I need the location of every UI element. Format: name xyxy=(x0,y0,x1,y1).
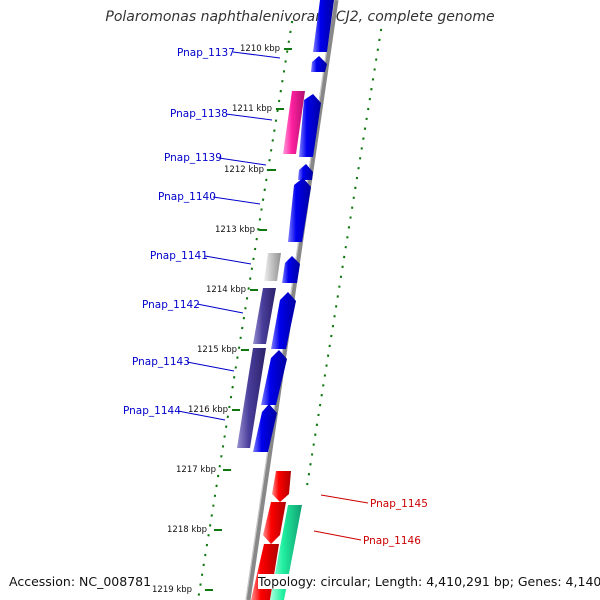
gene-label-pnap-1142[interactable]: Pnap_1142 xyxy=(142,299,200,311)
gene-label-pnap-1138[interactable]: Pnap_1138 xyxy=(170,108,228,120)
cog-feature-pnap-1141[interactable] xyxy=(264,253,281,281)
gene-label-pnap-1141[interactable]: Pnap_1141 xyxy=(150,250,208,262)
map-title: Polaromonas naphthalenivorans CJ2, compl… xyxy=(105,9,495,25)
gene-label-pnap-1146[interactable]: Pnap_1146 xyxy=(363,535,421,547)
tick-label: 1211 kbp xyxy=(232,104,272,114)
cog-feature-pnap-1143-1144[interactable] xyxy=(237,348,266,448)
gene-label-pnap-1145[interactable]: Pnap_1145 xyxy=(370,498,428,510)
tick-labels: 1210 kbp 1211 kbp 1212 kbp 1213 kbp 1214… xyxy=(152,44,280,595)
outer-dotted-ring xyxy=(306,28,383,486)
label-leader-line xyxy=(225,113,273,121)
tick-label: 1213 kbp xyxy=(215,225,255,235)
tick-label: 1215 kbp xyxy=(197,345,237,355)
inner-dotted-ring xyxy=(197,20,294,596)
accession-label: Accession: NC_008781 xyxy=(9,574,152,589)
gene-label-pnap-1137[interactable]: Pnap_1137 xyxy=(177,47,235,59)
cds-arrow-pnap-1144[interactable] xyxy=(253,404,277,452)
tick-label: 1218 kbp xyxy=(167,525,207,535)
tick-label: 1210 kbp xyxy=(240,44,280,54)
label-leader-line xyxy=(186,361,235,372)
label-leader-line xyxy=(320,494,369,504)
right-gene-labels: Pnap_1145 Pnap_1146 xyxy=(313,494,428,547)
cds-arrow-pnap-1140[interactable] xyxy=(288,178,311,242)
topology-label: Topology: circular; Length: 4,410,291 bp… xyxy=(258,574,600,589)
gene-label-pnap-1143[interactable]: Pnap_1143 xyxy=(132,356,190,368)
cds-arrow-pnap-1138[interactable] xyxy=(299,94,321,157)
cds-arrow-pnap-1137[interactable] xyxy=(311,56,327,72)
cog-feature-pnap-1142[interactable] xyxy=(253,288,276,344)
gene-label-pnap-1140[interactable]: Pnap_1140 xyxy=(158,191,216,203)
cds-arrow-pnap-1136[interactable] xyxy=(313,0,334,52)
cog-feature-track xyxy=(237,91,305,448)
label-leader-line xyxy=(313,530,362,541)
tick-label: 1214 kbp xyxy=(206,285,246,295)
cog-feature-pnap-1138[interactable] xyxy=(283,91,305,154)
label-leader-line xyxy=(204,255,252,265)
cds-arrow-pnap-1141[interactable] xyxy=(282,256,300,283)
label-leader-line xyxy=(218,157,267,166)
label-leader-line xyxy=(196,303,244,314)
tick-label: 1219 kbp xyxy=(152,585,192,595)
gene-label-pnap-1139[interactable]: Pnap_1139 xyxy=(164,152,222,164)
cds-arrow-pnap-1143[interactable] xyxy=(261,350,287,405)
label-leader-line xyxy=(212,196,261,205)
cds-arrow-pnap-1142[interactable] xyxy=(271,292,296,349)
label-leader-line xyxy=(177,410,226,421)
tick-label: 1216 kbp xyxy=(188,405,228,415)
left-gene-labels: Pnap_1137 Pnap_1138 Pnap_1139 Pnap_1140 … xyxy=(123,47,281,421)
cds-arrow-pnap-1145[interactable] xyxy=(272,471,291,502)
tick-label: 1212 kbp xyxy=(224,165,264,175)
tick-label: 1217 kbp xyxy=(176,465,216,475)
tick-marks xyxy=(205,48,292,591)
cds-arrow-pnap-1139[interactable] xyxy=(298,164,313,180)
gene-label-pnap-1144[interactable]: Pnap_1144 xyxy=(123,405,181,417)
forward-cds-track xyxy=(253,0,334,452)
label-leader-line xyxy=(232,51,281,59)
cds-arrow-pnap-1146[interactable] xyxy=(263,502,286,544)
